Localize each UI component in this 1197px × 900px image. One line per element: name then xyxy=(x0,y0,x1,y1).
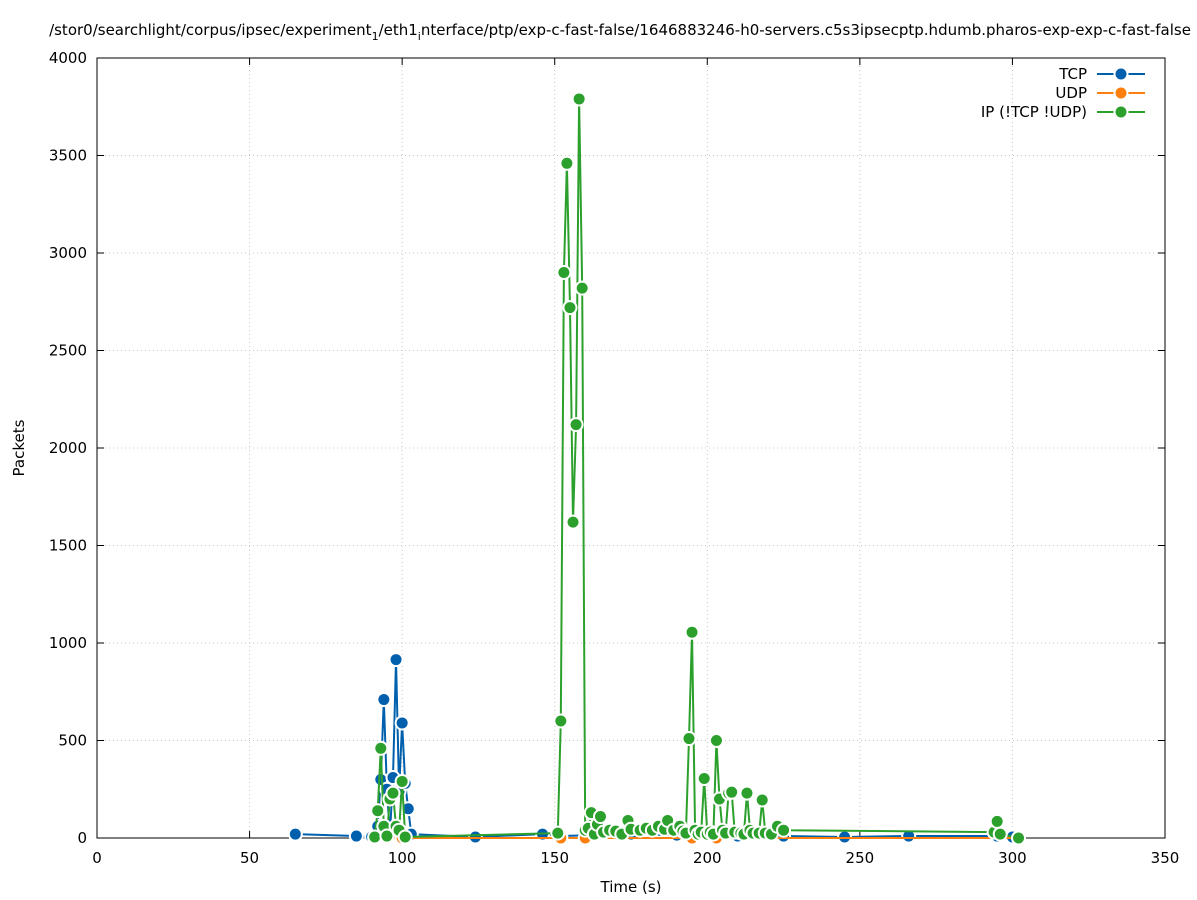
data-point xyxy=(567,516,579,528)
data-point xyxy=(558,267,570,278)
data-point xyxy=(698,773,710,785)
x-tick-label: 50 xyxy=(240,849,259,867)
data-point xyxy=(756,794,768,806)
data-point xyxy=(375,742,387,754)
legend-label: IP (!TCP !UDP) xyxy=(981,103,1087,121)
y-tick-label: 2000 xyxy=(49,439,87,457)
data-point xyxy=(555,715,567,727)
data-point xyxy=(683,733,695,745)
y-tick-label: 2500 xyxy=(49,342,87,360)
data-point xyxy=(378,694,390,706)
data-point xyxy=(1013,832,1025,844)
data-point xyxy=(662,814,674,826)
data-point xyxy=(686,626,698,638)
data-point xyxy=(778,824,790,836)
x-tick-label: 0 xyxy=(92,849,102,867)
grid-lines xyxy=(97,58,1165,838)
data-point xyxy=(710,735,722,746)
y-tick-label: 3500 xyxy=(49,147,87,165)
series-0 xyxy=(287,652,1020,845)
data-point xyxy=(396,775,408,787)
legend-label: TCP xyxy=(1058,65,1087,83)
data-point xyxy=(381,830,393,842)
data-point xyxy=(396,717,408,729)
chart-title: /stor0/searchlight/corpus/ipsec/experime… xyxy=(49,21,1191,43)
y-axis-label: Packets xyxy=(10,419,28,476)
data-point xyxy=(561,157,573,169)
y-tick-label: 1000 xyxy=(49,634,87,652)
data-point xyxy=(564,302,576,314)
data-point xyxy=(375,774,387,785)
x-tick-label: 150 xyxy=(540,849,569,867)
x-tick-label: 250 xyxy=(846,849,875,867)
data-point xyxy=(552,827,564,839)
data-point xyxy=(350,830,362,842)
data-point xyxy=(289,828,301,840)
data-point xyxy=(372,805,384,817)
data-point xyxy=(399,831,411,843)
data-point xyxy=(726,786,738,798)
data-point xyxy=(991,815,1003,827)
y-tick-label: 4000 xyxy=(49,49,87,67)
data-point xyxy=(994,828,1006,840)
series-layer xyxy=(287,91,1027,846)
series-line xyxy=(373,98,1019,839)
y-tick-label: 0 xyxy=(77,829,87,847)
data-point xyxy=(369,831,381,843)
y-tick-label: 500 xyxy=(58,732,87,750)
data-point xyxy=(570,419,582,431)
x-tick-label: 350 xyxy=(1151,849,1180,867)
data-point xyxy=(387,787,399,799)
y-tick-label: 3000 xyxy=(49,244,87,262)
legend-label: UDP xyxy=(1055,84,1087,102)
data-point xyxy=(741,787,753,799)
y-tick-label: 1500 xyxy=(49,537,87,555)
data-point xyxy=(576,282,588,294)
x-tick-label: 100 xyxy=(388,849,417,867)
data-point xyxy=(402,803,414,815)
data-point xyxy=(594,811,606,823)
data-point xyxy=(390,654,402,666)
legend-marker xyxy=(1115,87,1127,99)
axis-ticks: 0 50 100 150 200 250 300 3500500100015002000250… xyxy=(49,49,1180,867)
x-tick-label: 200 xyxy=(693,849,722,867)
data-point xyxy=(573,93,585,105)
legend-marker xyxy=(1115,68,1127,80)
legend-marker xyxy=(1115,106,1127,118)
x-axis-label: Time (s) xyxy=(600,878,662,896)
series-2 xyxy=(367,91,1027,846)
x-tick-label: 300 xyxy=(998,849,1027,867)
